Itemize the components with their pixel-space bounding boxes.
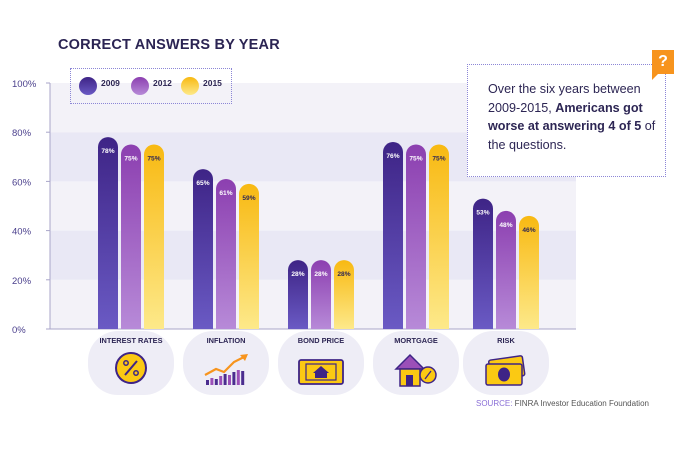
bar-2012 xyxy=(216,178,236,329)
callout-text: Over the six years between 2009-2015, Am… xyxy=(488,82,656,152)
bar-value-label: 75% xyxy=(124,156,137,163)
chart-legend: 2009 2012 2015 xyxy=(70,68,232,104)
question-badge-tail xyxy=(652,74,658,80)
bar-2012 xyxy=(406,144,426,329)
bar-2009 xyxy=(193,169,213,329)
bar-value-label: 61% xyxy=(219,190,232,197)
bar-2012 xyxy=(311,260,331,329)
legend-dot-2015 xyxy=(181,77,199,95)
legend-dot-2009 xyxy=(79,77,97,95)
bar-2015 xyxy=(144,144,164,329)
house-percent-icon xyxy=(394,353,437,387)
bar-value-label: 65% xyxy=(196,180,209,187)
bar-value-label: 53% xyxy=(476,210,489,217)
bar-2009 xyxy=(473,198,493,329)
y-tick-label: 20% xyxy=(12,276,32,287)
legend-label-2015: 2015 xyxy=(203,78,222,88)
bar-value-label: 75% xyxy=(147,156,160,163)
bar-value-label: 75% xyxy=(409,156,422,163)
legend-label-2012: 2012 xyxy=(153,78,172,88)
source-note: SOURCE: FINRA Investor Education Foundat… xyxy=(476,399,649,408)
category-label: INTEREST RATES xyxy=(99,336,162,345)
y-tick-label: 80% xyxy=(12,128,32,139)
percent-coin-icon xyxy=(115,352,147,384)
bar-value-label: 28% xyxy=(291,271,304,278)
bar-2009 xyxy=(98,137,118,329)
y-tick-label: 40% xyxy=(12,227,32,238)
bar-value-label: 28% xyxy=(314,271,327,278)
bar-value-label: 75% xyxy=(432,156,445,163)
chart-title: CORRECT ANSWERS BY YEAR xyxy=(58,37,280,53)
y-tick-label: 100% xyxy=(12,79,37,90)
bar-2015 xyxy=(519,215,539,329)
category-label: MORTGAGE xyxy=(394,336,438,345)
bar-2012 xyxy=(496,210,516,329)
bar-2009 xyxy=(288,260,308,329)
bar-2015 xyxy=(429,144,449,329)
bar-value-label: 59% xyxy=(242,195,255,202)
question-icon: ? xyxy=(652,50,674,74)
bar-value-label: 46% xyxy=(522,227,535,234)
rising-chart-icon xyxy=(204,354,248,385)
bar-value-label: 28% xyxy=(337,271,350,278)
bar-value-label: 76% xyxy=(386,153,399,160)
bar-2015 xyxy=(239,183,259,329)
category-label: INFLATION xyxy=(207,336,246,345)
bar-2009 xyxy=(383,142,403,329)
y-tick-label: 60% xyxy=(12,177,32,188)
category-label: BOND PRICE xyxy=(298,336,344,345)
money-stack-icon xyxy=(485,355,526,386)
category-pill xyxy=(183,331,269,395)
callout-box: Over the six years between 2009-2015, Am… xyxy=(467,64,666,177)
bar-2015 xyxy=(334,260,354,329)
bar-value-label: 78% xyxy=(101,148,114,155)
legend-label-2009: 2009 xyxy=(101,78,120,88)
bar-value-label: 48% xyxy=(499,222,512,229)
legend-dot-2012 xyxy=(131,77,149,95)
banknote-icon xyxy=(298,359,344,385)
bar-2012 xyxy=(121,144,141,329)
category-label: RISK xyxy=(497,336,515,345)
y-tick-label: 0% xyxy=(12,325,26,336)
